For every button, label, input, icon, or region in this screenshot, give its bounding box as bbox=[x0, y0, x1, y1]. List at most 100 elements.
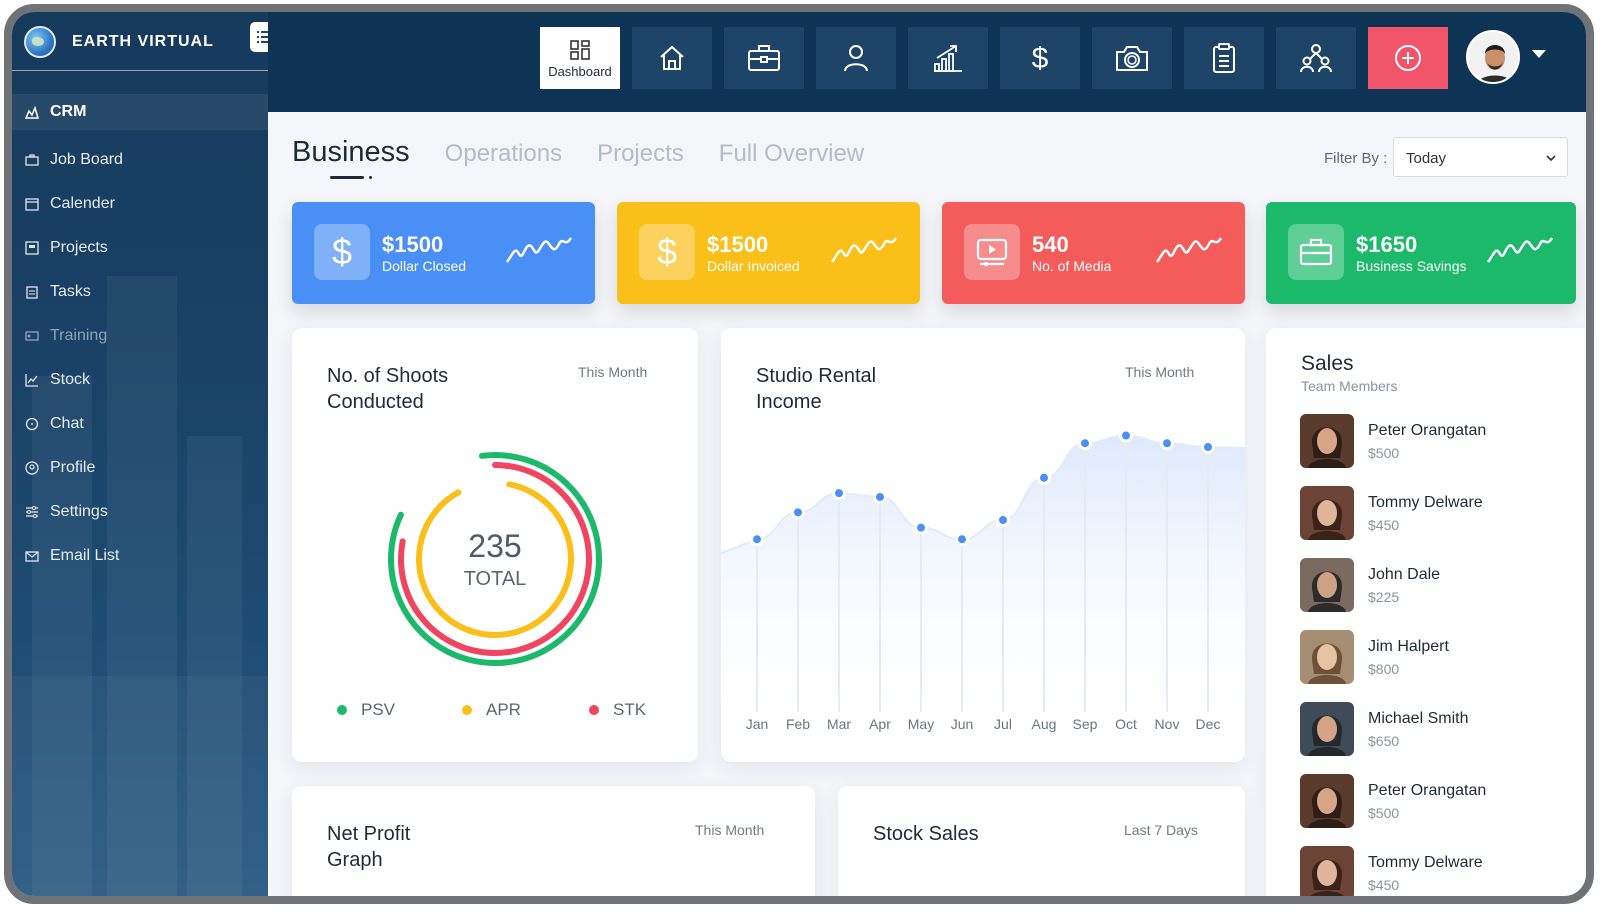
briefcase-button[interactable] bbox=[724, 27, 804, 89]
data-point-may[interactable] bbox=[917, 523, 925, 532]
add-button[interactable] bbox=[1368, 27, 1448, 89]
data-point-jan[interactable] bbox=[753, 535, 761, 544]
x-tick-label: Oct bbox=[1115, 716, 1137, 732]
home-icon bbox=[660, 45, 684, 70]
data-point-nov[interactable] bbox=[1163, 439, 1171, 448]
growth-chart-button[interactable] bbox=[908, 27, 988, 89]
user-menu-chevron-down-icon[interactable] bbox=[1532, 50, 1546, 58]
sales-member-row[interactable]: Peter Orangatan $500 bbox=[1300, 774, 1486, 828]
sidebar-item-training[interactable]: Training bbox=[12, 314, 268, 358]
crm-icon bbox=[24, 104, 40, 120]
brand-name: EARTH VIRTUAL bbox=[72, 33, 214, 50]
legend-item-stk[interactable]: STK bbox=[589, 700, 646, 720]
member-amount: $450 bbox=[1368, 516, 1400, 533]
data-point-mar[interactable] bbox=[835, 489, 843, 498]
sparkline-icon bbox=[1155, 237, 1223, 263]
sales-member-row[interactable]: Jim Halpert $800 bbox=[1300, 630, 1449, 684]
stat-card-dollar-closed[interactable]: $ $1500 Dollar Closed bbox=[292, 202, 595, 304]
panel-title-line: Conducted bbox=[327, 391, 424, 413]
member-name: Peter Orangatan bbox=[1368, 421, 1487, 439]
sidebar-item-label: Projects bbox=[50, 239, 108, 256]
tab-projects[interactable]: Projects bbox=[597, 140, 684, 167]
stat-label: Dollar Invoiced bbox=[707, 258, 800, 274]
tab-full-overview[interactable]: Full Overview bbox=[718, 140, 865, 167]
member-name: Tommy Delware bbox=[1368, 853, 1483, 871]
shoots-donut-chart bbox=[388, 452, 602, 666]
device-frame: EARTH VIRTUAL CRM Job Board Calender bbox=[4, 4, 1594, 904]
x-tick-label: Apr bbox=[869, 716, 891, 732]
stat-card-media[interactable]: 540 No. of Media bbox=[942, 202, 1245, 304]
user-avatar[interactable] bbox=[1466, 30, 1520, 84]
area-fill bbox=[721, 435, 1245, 712]
sales-subtitle: Team Members bbox=[1301, 378, 1398, 394]
sidebar-item-profile[interactable]: Profile bbox=[12, 446, 268, 490]
sidebar-item-label: Stock bbox=[50, 371, 91, 388]
donut-ring-psv bbox=[388, 452, 602, 666]
sidebar-item-tasks[interactable]: Tasks bbox=[12, 270, 268, 314]
stat-card-dollar-invoiced[interactable]: $ $1500 Dollar Invoiced bbox=[617, 202, 920, 304]
team-icon bbox=[1300, 44, 1332, 73]
sidebar-item-chat[interactable]: Chat bbox=[12, 402, 268, 446]
stat-card-business-savings[interactable]: $1650 Business Savings bbox=[1266, 202, 1576, 304]
filter-select[interactable]: Today bbox=[1393, 137, 1568, 177]
data-point-feb[interactable] bbox=[794, 508, 802, 517]
data-point-sep[interactable] bbox=[1081, 439, 1089, 448]
data-point-aug[interactable] bbox=[1040, 473, 1048, 482]
line-chart-icon bbox=[24, 372, 40, 388]
donut-ring-apr bbox=[416, 481, 574, 638]
brand[interactable]: EARTH VIRTUAL bbox=[24, 26, 214, 58]
dashboard-button[interactable]: Dashboard bbox=[540, 27, 620, 89]
globe-logo-icon bbox=[24, 26, 56, 58]
stat-value: $1650 bbox=[1356, 232, 1418, 257]
calendar-icon bbox=[24, 196, 40, 212]
data-point-apr[interactable] bbox=[876, 492, 884, 501]
x-tick-label: Aug bbox=[1031, 716, 1057, 732]
sidebar-item-settings[interactable]: Settings bbox=[12, 490, 268, 534]
menu-toggle-button[interactable] bbox=[250, 22, 268, 52]
panel-title: Net Profit Graph bbox=[327, 821, 410, 873]
team-button[interactable] bbox=[1276, 27, 1356, 89]
sales-member-row[interactable]: Peter Orangatan $500 bbox=[1300, 414, 1486, 468]
data-point-jul[interactable] bbox=[999, 516, 1007, 524]
sales-member-row[interactable]: Michael Smith $650 bbox=[1300, 702, 1468, 756]
home-button[interactable] bbox=[632, 27, 712, 89]
member-amount: $225 bbox=[1368, 588, 1400, 605]
sidebar-item-crm[interactable]: CRM bbox=[12, 94, 268, 130]
tab-business[interactable]: Business bbox=[292, 136, 410, 168]
sales-member-row[interactable]: Tommy Delware $450 bbox=[1300, 846, 1483, 896]
member-name: John Dale bbox=[1368, 565, 1441, 583]
dollar-button[interactable]: $ bbox=[1000, 27, 1080, 89]
sidebar-item-email-list[interactable]: Email List bbox=[12, 534, 268, 578]
sales-member-row[interactable]: John Dale $225 bbox=[1300, 558, 1440, 612]
data-point-oct[interactable] bbox=[1122, 431, 1130, 440]
sidebar-item-job-board[interactable]: Job Board bbox=[12, 138, 268, 182]
legend-item-psv[interactable]: PSV bbox=[337, 700, 395, 720]
svg-text:$: $ bbox=[1032, 42, 1049, 75]
period-label: This Month bbox=[695, 822, 765, 838]
data-point-jun[interactable] bbox=[958, 535, 966, 544]
sidebar-item-calender[interactable]: Calender bbox=[12, 182, 268, 226]
tab-operations[interactable]: Operations bbox=[444, 140, 563, 167]
sidebar-item-label: Calender bbox=[50, 195, 115, 212]
sidebar-item-label: Job Board bbox=[50, 151, 123, 168]
member-name: Peter Orangatan bbox=[1368, 781, 1487, 799]
data-point-dec[interactable] bbox=[1204, 443, 1212, 452]
member-amount: $500 bbox=[1368, 804, 1400, 821]
camera-button[interactable] bbox=[1092, 27, 1172, 89]
dashboard-label: Dashboard bbox=[548, 63, 612, 79]
member-name: Michael Smith bbox=[1368, 709, 1469, 727]
sidebar-item-stock[interactable]: Stock bbox=[12, 358, 268, 402]
clipboard-button[interactable] bbox=[1184, 27, 1264, 89]
x-tick-label: Feb bbox=[785, 716, 811, 732]
active-tab-indicator-dot bbox=[369, 176, 372, 179]
sidebar-item-projects[interactable]: Projects bbox=[12, 226, 268, 270]
sales-member-row[interactable]: Tommy Delware $450 bbox=[1300, 486, 1483, 540]
user-button[interactable] bbox=[816, 27, 896, 89]
panel-title-line: Net Profit bbox=[327, 823, 411, 845]
sales-title: Sales bbox=[1301, 352, 1354, 375]
legend-label: STK bbox=[613, 700, 647, 719]
dollar-icon: $ bbox=[314, 224, 370, 280]
legend-item-apr[interactable]: APR bbox=[462, 700, 521, 720]
sparkline-icon bbox=[1486, 237, 1554, 263]
sidebar-item-label: Settings bbox=[50, 503, 108, 520]
